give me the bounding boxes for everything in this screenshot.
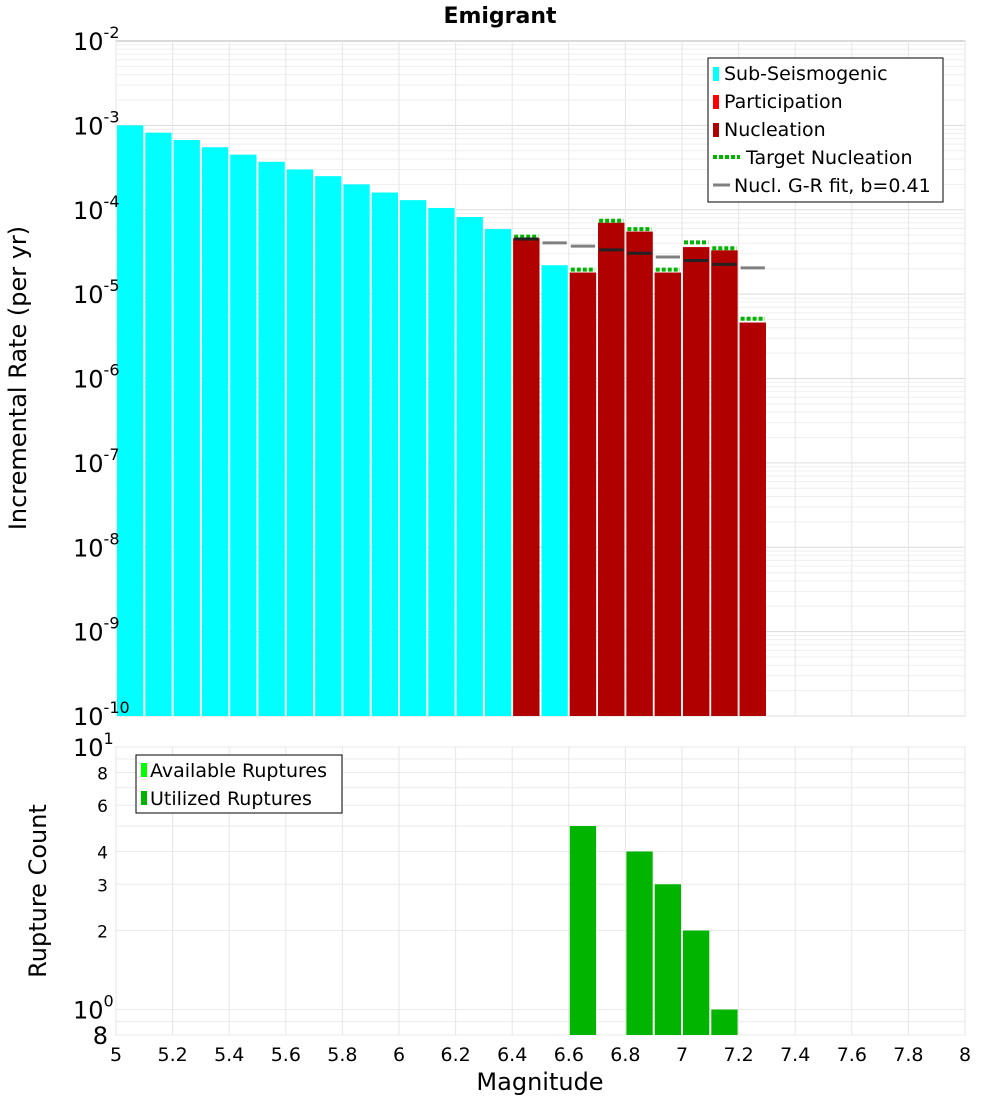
bar-sub-seismogenic <box>428 207 455 716</box>
legend-swatch-nucleation <box>713 123 719 137</box>
x-tick-label: 6 <box>393 1044 405 1066</box>
x-tick-label: 5.8 <box>327 1044 357 1066</box>
bar-utilized-ruptures <box>569 826 597 1035</box>
legend-swatch-available <box>141 763 147 777</box>
bottom-y-tick-label: 6 <box>97 797 108 817</box>
bar-nucleation <box>513 238 540 716</box>
legend-swatch-utilized <box>141 791 147 805</box>
x-tick-labels: 5 5.2 5.4 5.6 5.8 6 6.2 6.4 6.6 6.8 7 7.2 7.4 7.6 7.8 8 <box>110 1044 971 1066</box>
bar-sub-seismogenic <box>230 154 257 716</box>
chart-title: Emigrant <box>443 4 557 29</box>
x-tick-label: 5.4 <box>214 1044 244 1066</box>
top-y-tick-label: 10-8 <box>73 529 120 562</box>
top-y-tick-label: 10-3 <box>73 107 120 140</box>
x-tick-label: 6.2 <box>440 1044 470 1066</box>
bar-nucleation <box>598 222 625 716</box>
bottom-y-major-label: 8 <box>93 1022 108 1050</box>
bar-sub-seismogenic <box>145 132 172 716</box>
top-lines <box>514 218 765 321</box>
bottom-y-major-label: 101 <box>73 729 114 762</box>
bottom-y-axis-label: Rupture Count <box>24 804 52 978</box>
legend-label-nucleation: Nucleation <box>724 119 826 141</box>
bar-sub-seismogenic <box>173 140 200 717</box>
bar-nucleation <box>711 250 738 717</box>
top-y-tick-label: 10-10 <box>73 698 130 731</box>
bar-sub-seismogenic <box>258 161 285 716</box>
bar-utilized-ruptures <box>654 884 681 1035</box>
bar-utilized-ruptures <box>683 930 710 1035</box>
bottom-y-major-label: 100 <box>73 992 114 1025</box>
bottom-bars <box>569 826 738 1035</box>
x-tick-label: 7.2 <box>723 1044 753 1066</box>
bottom-y-tick-label: 2 <box>97 923 108 943</box>
bar-sub-seismogenic <box>201 147 229 717</box>
bar-nucleation <box>626 231 653 716</box>
top-legend-box <box>707 57 944 203</box>
bar-sub-seismogenic <box>343 184 370 717</box>
bar-sub-seismogenic <box>371 192 398 717</box>
bottom-y-tick-label: 3 <box>97 876 108 896</box>
bar-nucleation <box>683 247 710 716</box>
legend-label-target-nucleation: Target Nucleation <box>745 147 913 169</box>
bar-sub-seismogenic <box>484 229 512 717</box>
bottom-legend: Available Ruptures Utilized Ruptures <box>135 754 343 814</box>
legend-label-available: Available Ruptures <box>150 760 327 782</box>
top-y-tick-label: 10-9 <box>73 614 120 647</box>
bar-utilized-ruptures <box>626 851 653 1035</box>
legend-label-utilized: Utilized Ruptures <box>150 788 312 810</box>
top-y-tick-label: 10-7 <box>73 445 120 478</box>
legend-swatch-participation <box>713 95 719 109</box>
x-tick-label: 5.6 <box>271 1044 301 1066</box>
bottom-y-tick-label: 4 <box>97 843 108 863</box>
top-y-axis-label: Incremental Rate (per yr) <box>4 226 32 530</box>
x-tick-label: 6.8 <box>610 1044 640 1066</box>
top-bars <box>117 125 766 717</box>
bar-nucleation <box>654 272 681 716</box>
bar-nucleation <box>739 322 766 716</box>
bar-utilized-ruptures <box>711 1009 738 1035</box>
legend-label-gr-fit: Nucl. G-R fit, b=0.41 <box>734 175 931 197</box>
bar-sub-seismogenic <box>286 169 314 716</box>
top-y-tick-label: 10-5 <box>73 276 120 309</box>
legend-label-sub-seismogenic: Sub-Seismogenic <box>724 63 888 85</box>
bar-sub-seismogenic <box>541 265 568 716</box>
x-tick-label: 7.6 <box>837 1044 867 1066</box>
bar-sub-seismogenic <box>456 217 483 716</box>
x-tick-label: 5 <box>110 1044 122 1066</box>
x-tick-label: 6.6 <box>554 1044 584 1066</box>
x-tick-label: 8 <box>959 1044 971 1066</box>
top-legend: Sub-Seismogenic Participation Nucleation… <box>707 57 944 203</box>
legend-label-participation: Participation <box>724 91 843 113</box>
legend-swatch-sub-seismogenic <box>713 67 719 81</box>
top-y-tick-label: 10-4 <box>73 192 120 225</box>
top-y-tick-label: 10-2 <box>73 23 120 56</box>
bottom-legend-box <box>135 754 343 814</box>
bar-nucleation <box>569 272 597 716</box>
bottom-y-tick-label: 8 <box>97 764 108 784</box>
bar-sub-seismogenic <box>315 176 342 716</box>
x-tick-label: 6.4 <box>497 1044 527 1066</box>
x-tick-label: 7 <box>676 1044 688 1066</box>
bar-sub-seismogenic <box>400 200 427 716</box>
top-y-tick-label: 10-6 <box>73 361 120 394</box>
bar-sub-seismogenic <box>117 125 144 716</box>
x-tick-label: 7.8 <box>893 1044 923 1066</box>
x-axis-label: Magnitude <box>476 1068 603 1096</box>
x-tick-label: 5.2 <box>157 1044 187 1066</box>
x-tick-label: 7.4 <box>780 1044 810 1066</box>
